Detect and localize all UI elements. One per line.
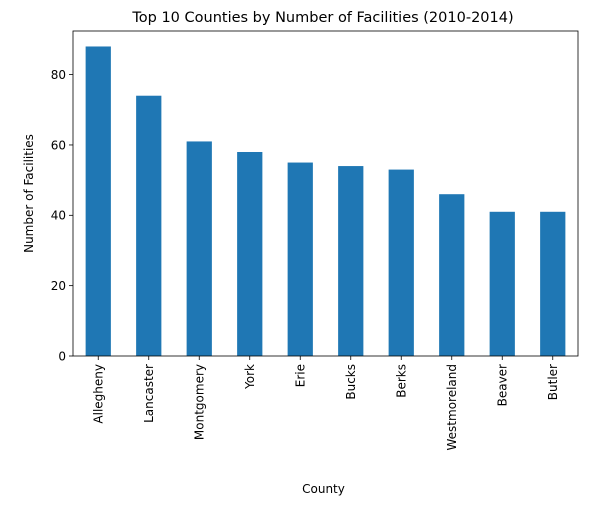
x-tick-label: York — [243, 364, 257, 390]
bar-bucks — [338, 166, 364, 356]
x-tick-label: Lancaster — [142, 364, 156, 423]
x-tick-label: Montgomery — [192, 364, 206, 440]
bar-butler — [540, 211, 566, 356]
y-tick-label: 0 — [58, 349, 66, 363]
bar-montgomery — [186, 141, 212, 356]
bar-westmoreland — [439, 194, 465, 356]
x-tick-label: Allegheny — [91, 364, 105, 424]
y-tick-label: 60 — [51, 138, 66, 152]
x-axis-label: County — [302, 482, 345, 496]
x-tick-label: Berks — [394, 364, 408, 398]
x-axis: Allegheny Lancaster Montgomery York Erie Buck… — [91, 356, 560, 451]
y-axis: 0 20 40 60 80 — [51, 68, 73, 363]
bar-york — [237, 151, 263, 356]
bar-lancaster — [136, 95, 162, 356]
bar-beaver — [489, 211, 515, 356]
bars-group — [85, 46, 566, 356]
x-tick-label: Westmoreland — [445, 364, 459, 451]
bar-berks — [388, 169, 414, 356]
plot-frame — [72, 30, 579, 357]
x-tick-label: Beaver — [495, 364, 509, 406]
bar-erie — [287, 162, 313, 356]
x-tick-label: Butler — [546, 364, 560, 400]
y-axis-label: Number of Facilities — [22, 134, 36, 253]
y-tick-label: 40 — [51, 209, 66, 223]
x-tick-label: Bucks — [344, 364, 358, 400]
y-tick-label: 20 — [51, 279, 66, 293]
chart-title: Top 10 Counties by Number of Facilities … — [131, 10, 513, 26]
x-tick-label: Erie — [293, 364, 307, 387]
bar-allegheny — [85, 46, 111, 356]
y-tick-label: 80 — [51, 68, 66, 82]
